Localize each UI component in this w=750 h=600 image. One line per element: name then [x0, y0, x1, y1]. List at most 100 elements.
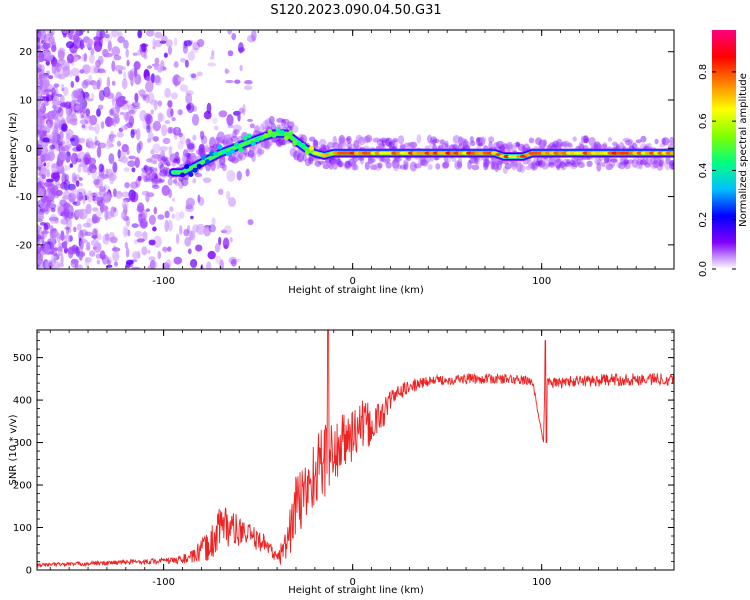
heatmap-cell — [107, 77, 110, 89]
heatmap-cell — [133, 53, 138, 56]
heatmap-cell — [214, 126, 218, 131]
heatmap-cell — [76, 246, 80, 257]
heatmap-cell — [272, 133, 277, 138]
heatmap-cell — [104, 32, 112, 42]
heatmap-cell — [75, 209, 81, 217]
heatmap-cell — [154, 207, 157, 215]
heatmap-cell — [98, 105, 104, 110]
heatmap-cell — [89, 54, 95, 64]
heatmap-cell — [97, 234, 102, 241]
heatmap-cell — [43, 227, 48, 238]
heatmap-cell — [197, 72, 203, 77]
heatmap-cell — [60, 102, 69, 107]
heatmap-cell — [59, 131, 64, 141]
heatmap-cell — [484, 160, 492, 164]
heatmap-cell — [163, 138, 171, 144]
heatmap-cell — [228, 50, 234, 56]
heatmap-cell — [35, 254, 43, 265]
heatmap-cell — [219, 110, 228, 117]
heatmap-cell — [145, 81, 154, 92]
heatmap-cell — [53, 95, 59, 105]
heatmap-cell — [213, 151, 218, 156]
y-tick-label: 0 — [26, 144, 32, 155]
heatmap-cell — [153, 160, 158, 164]
heatmap-cell — [111, 60, 115, 71]
heatmap-cell — [45, 52, 53, 62]
heatmap-cell — [470, 141, 475, 146]
heatmap-cell — [298, 156, 303, 162]
heatmap-cell — [137, 238, 145, 242]
heatmap-cell — [99, 90, 105, 101]
heatmap-cell — [234, 80, 240, 84]
heatmap-cell — [195, 245, 202, 252]
heatmap-cell — [195, 173, 203, 177]
heatmap-cell — [91, 169, 97, 180]
heatmap-cell — [209, 224, 216, 232]
heatmap-cell — [121, 157, 128, 164]
heatmap-cell — [145, 114, 153, 125]
y-tick-label: 500 — [13, 353, 32, 364]
heatmap-cell — [45, 156, 51, 160]
heatmap-cell — [97, 80, 101, 90]
heatmap-cell — [192, 114, 199, 126]
heatmap-cell — [161, 114, 165, 122]
heatmap-cell — [70, 163, 73, 168]
heatmap-cell — [43, 101, 49, 106]
colorbar-tick-label: 0.2 — [698, 212, 709, 228]
heatmap-cell — [292, 125, 298, 133]
heatmap-cell — [244, 85, 252, 90]
heatmap-cell — [205, 159, 210, 164]
heatmap-cell — [54, 122, 61, 131]
x-tick-label: 100 — [532, 276, 551, 287]
heatmap-cell — [154, 167, 157, 171]
heatmap-cell — [171, 92, 178, 99]
heatmap-cell — [280, 130, 285, 135]
heatmap-cell — [130, 129, 134, 138]
heatmap-cell — [198, 197, 204, 206]
heatmap-cell — [83, 223, 91, 228]
heatmap-cell — [573, 136, 577, 141]
heatmap-cell — [184, 164, 189, 169]
heatmap-cell — [126, 49, 129, 58]
heatmap-cell — [207, 62, 216, 66]
heatmap-cell — [45, 113, 53, 116]
heatmap-cell — [100, 202, 104, 213]
heatmap-cell — [199, 144, 205, 152]
heatmap-cell — [109, 119, 112, 123]
heatmap-cell — [62, 28, 69, 33]
heatmap-cell — [107, 193, 111, 203]
heatmap-cell — [52, 63, 61, 67]
heatmap-cell — [237, 113, 240, 122]
heatmap-cell — [141, 246, 147, 255]
heatmap-cell — [73, 201, 81, 206]
heatmap-cell — [71, 153, 78, 165]
heatmap-cell — [137, 30, 142, 39]
heatmap-cell — [171, 117, 175, 121]
heatmap-cell — [123, 40, 129, 49]
heatmap-cell — [231, 259, 237, 267]
heatmap-cell — [181, 177, 188, 186]
heatmap-cell — [92, 127, 95, 131]
heatmap-cell — [148, 250, 151, 254]
heatmap-cell — [97, 260, 100, 265]
heatmap-cell — [568, 144, 573, 148]
heatmap-cell — [117, 141, 121, 147]
heatmap-cell — [187, 103, 195, 114]
heatmap-cell — [126, 260, 134, 265]
heatmap-cell — [93, 179, 99, 185]
heatmap-cell — [340, 141, 348, 148]
heatmap-cell — [51, 242, 54, 253]
heatmap-cell — [180, 58, 186, 63]
heatmap-cell — [80, 119, 89, 124]
heatmap-cell — [212, 117, 218, 124]
heatmap-cell — [168, 178, 173, 185]
heatmap-cell — [188, 248, 192, 254]
heatmap-cell — [165, 120, 170, 124]
heatmap-cell — [90, 49, 94, 55]
spectrogram-xlabel: Height of straight line (km) — [288, 285, 424, 296]
heatmap-cell — [417, 134, 422, 143]
y-tick-label: -10 — [16, 192, 32, 203]
heatmap-cell — [60, 165, 64, 173]
heatmap-cell — [123, 72, 126, 81]
colorbar-tick-label: 0.0 — [698, 261, 709, 277]
